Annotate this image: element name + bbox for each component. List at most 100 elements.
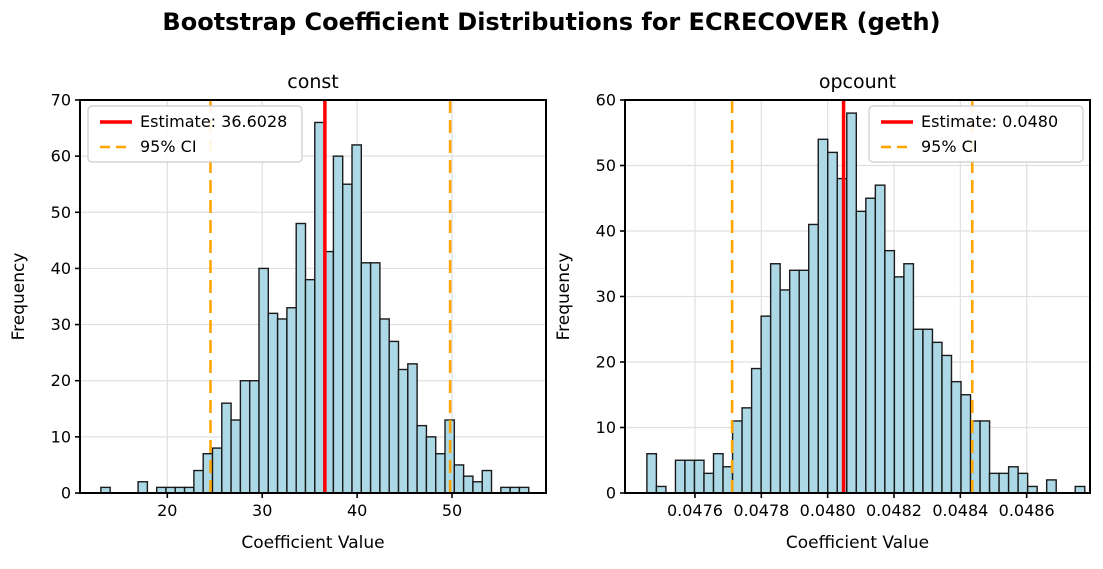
histogram-bar [741,407,753,494]
y-tick-label: 0 [61,484,71,503]
histogram-bar [407,363,418,494]
y-tick-label: 0 [606,484,616,503]
histogram-bar [703,472,715,494]
y-tick-label: 60 [51,147,71,166]
histogram-bar [1045,479,1057,494]
y-tick-label: 10 [51,427,71,446]
histogram-bar [817,138,829,494]
x-tick-label: 0.0486 [999,501,1055,520]
y-tick-label: 70 [51,91,71,110]
histogram-bar [912,328,924,494]
histogram-bar [360,262,372,494]
y-tick-label: 20 [51,371,71,390]
axes-frame [79,99,547,494]
histogram-bar [684,459,696,494]
histogram-bar [304,278,316,494]
histogram-bar [211,447,223,494]
histogram-bar [750,367,762,494]
histogram-bar [731,420,743,494]
legend-ci-label: 95% CI [921,137,978,156]
histogram-bar [230,419,242,494]
panel-const: 20 30 40 50 0 10 20 30 40 50 60 70 const Coefficient … [9,71,547,553]
histogram-bar [760,315,772,494]
x-tick-label: 0.0482 [866,501,922,520]
histogram-bar [137,481,149,494]
histogram-bar [453,464,465,494]
y-tick-label: 30 [51,315,71,334]
histogram-bar [435,453,446,494]
histogram-bar [798,269,810,494]
histogram-bar [193,469,204,494]
x-tick-label: 50 [442,501,462,520]
legend-ci-label: 95% CI [140,137,197,156]
histogram-bar [351,144,363,494]
y-axis-label: Frequency [554,253,574,341]
y-tick-label: 40 [51,259,71,278]
histogram-bar [998,472,1010,494]
x-tick-label: 0.0476 [667,501,723,520]
x-axis-label: Coefficient Value [241,533,384,553]
histogram-bar [865,197,877,494]
histogram-bar [221,402,232,494]
histogram-bar [646,453,658,494]
panel-opcount: 0.0476 0.0478 0.0480 0.0482 0.0484 0.0486 0 10 2… [554,71,1091,553]
legend-box [87,105,303,163]
y-tick-label: 50 [51,203,71,222]
histogram-bar [855,210,867,494]
histogram-bar [462,475,474,494]
figure-title: Bootstrap Coefficient Distributions for … [162,8,941,36]
x-tick-label: 30 [252,501,272,520]
legend-estimate-label: Estimate: 36.6028 [140,112,287,131]
histogram-bar [931,341,943,494]
histogram-bar [369,262,381,494]
histogram-bar [397,368,409,494]
histogram-bar [342,183,353,494]
legend-estimate-label: Estimate: 0.0480 [921,112,1058,131]
y-tick-label: 10 [596,418,616,437]
histogram-bar [1017,472,1029,494]
histogram-bar [239,380,251,494]
y-tick-label: 40 [596,222,616,241]
x-axis-label: Coefficient Value [786,533,929,553]
y-axis-label: Frequency [9,253,29,341]
histogram-bar [922,328,934,494]
legend: Estimate: 36.6028 95% CI [87,105,303,163]
histogram-bar [941,354,953,494]
histogram-bar [379,318,390,494]
histogram-bar [874,184,886,494]
histogram-bar [779,289,791,494]
x-tick-label: 0.0484 [932,501,988,520]
histogram-bar [674,459,686,494]
histogram-bar [388,340,400,494]
histogram-bar [248,380,260,494]
histogram-bar [258,267,269,494]
histogram-bar [808,223,819,494]
histogram-bar [286,307,297,494]
histogram-bar [295,222,307,494]
x-tick-label: 20 [157,501,177,520]
histogram-bar [425,436,437,494]
x-tick-label: 40 [347,501,367,520]
histogram-bar [788,269,800,494]
histogram-bar [950,380,962,494]
histogram-bar [332,155,344,494]
x-tick-label: 0.0478 [733,501,789,520]
y-tick-label: 20 [596,353,616,372]
legend-box [868,105,1084,163]
histogram-bar [472,481,483,494]
x-tick-label: 0.0480 [800,501,856,520]
y-tick-label: 50 [596,156,616,175]
histogram-bar [979,420,991,494]
histogram-bar [769,263,781,494]
histogram-bar [884,249,896,494]
subplot-title: opcount [819,71,896,93]
y-tick-label: 30 [596,287,616,306]
histogram-bar [267,312,279,494]
histogram-bar [314,121,325,494]
subplot-title: const [287,71,338,93]
histogram-bar [712,453,724,494]
histogram-bar [481,469,493,494]
histogram-bar [846,112,858,494]
